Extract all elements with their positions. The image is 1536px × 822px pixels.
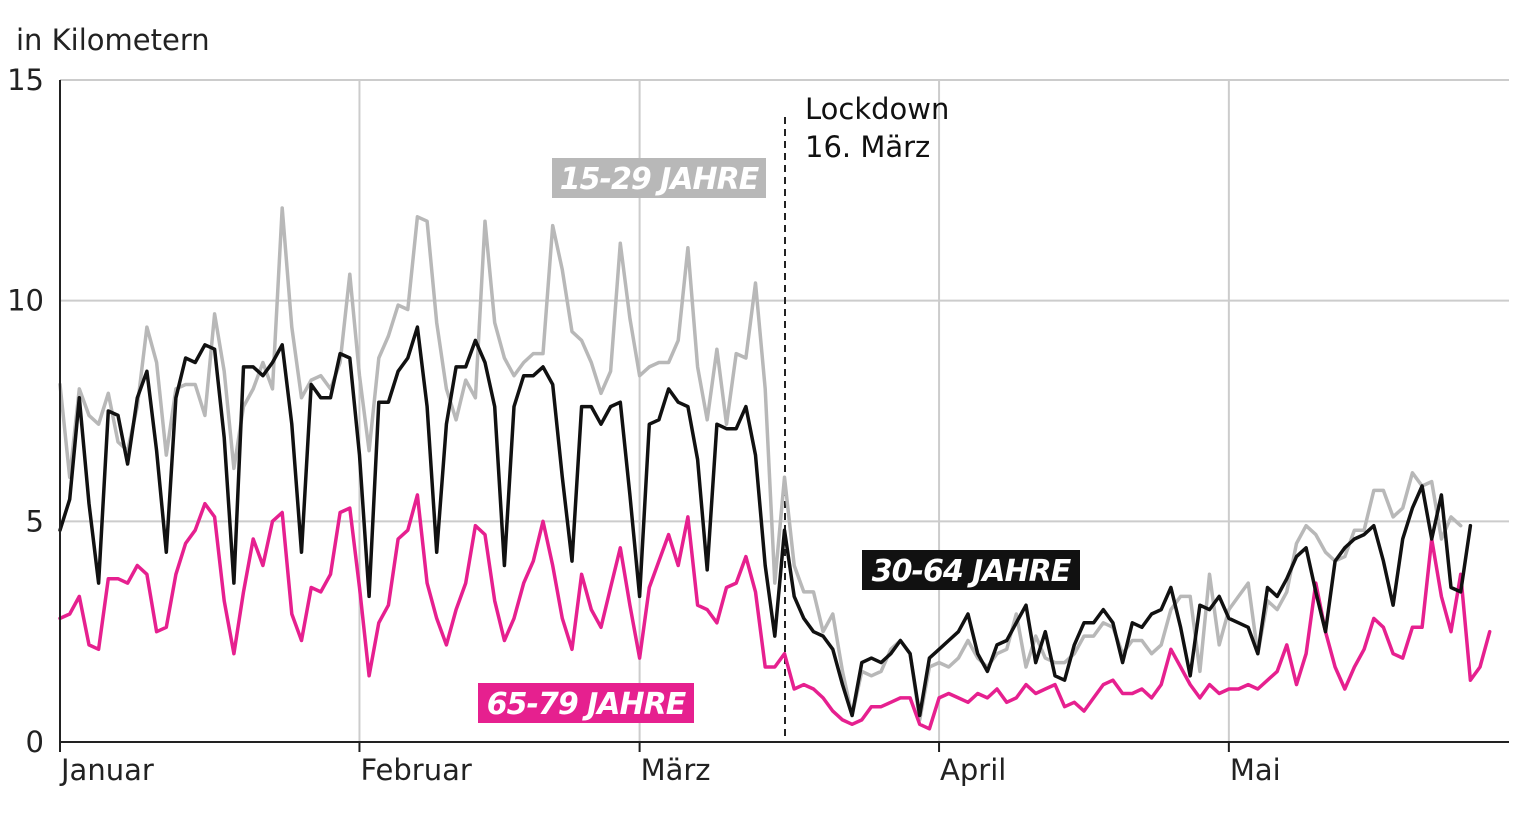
lockdown-label: Lockdown [805,92,949,126]
x-tick-label: Mai [1230,753,1281,787]
y-tick-label: 0 [26,725,44,759]
series-tag-box-2 [862,550,1080,590]
lockdown-date-label: 16. März [805,130,930,164]
series-tag-label-3: 65-79 JAHRE [487,687,687,722]
series-tag-label-1: 15-29 JAHRE [560,162,760,197]
x-tick-label: Januar [59,753,154,787]
lockdown-annotation: Lockdown 16. März [784,92,949,742]
series-tags: 15-29 JAHRE 30-64 JAHRE 65-79 JAHRE [478,158,1080,723]
x-tick-label: März [641,753,711,787]
series-line-1 [58,206,1463,722]
series-layer [58,206,1492,731]
axis-layer: 0 5 10 15 Januar Februar März April Mai [7,63,1509,787]
x-tick-label: April [940,753,1006,787]
series-tag-box-3 [478,683,694,723]
y-tick-label: 5 [26,504,44,538]
y-axis-unit-label: in Kilometern [16,23,210,57]
y-tick-label: 10 [7,284,44,318]
x-tick-label: Februar [360,753,471,787]
series-line-3 [58,493,1492,731]
series-line-2 [58,325,1473,718]
y-tick-label: 15 [7,63,44,97]
series-tag-label-2: 30-64 JAHRE [872,554,1072,589]
series-tag-box-1 [552,158,766,198]
